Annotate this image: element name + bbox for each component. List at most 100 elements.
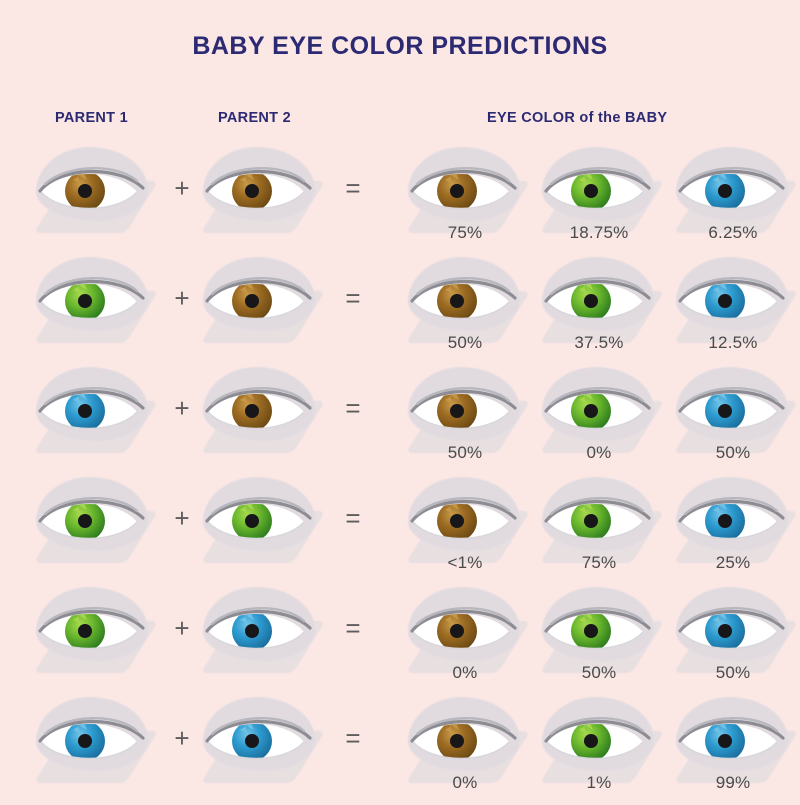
row5-parent1-eye xyxy=(33,590,153,660)
row4-parent1-eye xyxy=(33,480,153,550)
eye-graphic-blue xyxy=(678,497,785,540)
equals-operator-icon: = xyxy=(345,503,361,533)
prediction-row: + = xyxy=(0,475,800,585)
row6-baby-green[interactable]: 1% xyxy=(534,695,664,792)
row2-baby-brown-eye xyxy=(405,260,525,330)
eye-graphic-brown xyxy=(205,277,312,320)
row3-baby-green[interactable]: 0% xyxy=(534,365,664,462)
row5-baby-brown[interactable]: 0% xyxy=(400,585,530,682)
row4-baby-green[interactable]: 75% xyxy=(534,475,664,572)
row6-baby-green-percent: 1% xyxy=(586,773,612,792)
row1-baby-brown-eye xyxy=(405,150,525,220)
row3-parent2[interactable] xyxy=(195,365,325,460)
row5-baby-green[interactable]: 50% xyxy=(534,585,664,682)
row6-baby-brown-percent: 0% xyxy=(452,773,478,792)
equals-operator-icon: = xyxy=(345,283,361,313)
row5-baby-green-percent: 50% xyxy=(581,663,617,682)
row2-parent2[interactable] xyxy=(195,255,325,350)
row1-baby-blue-percent: 6.25% xyxy=(708,223,758,242)
eye-graphic-green xyxy=(544,497,651,540)
eye-graphic-brown xyxy=(410,717,517,760)
row5-baby-blue[interactable]: 50% xyxy=(668,585,798,682)
row4-baby-green-eye xyxy=(539,480,659,550)
row2-baby-green-eye xyxy=(539,260,659,330)
eye-graphic-brown xyxy=(410,387,517,430)
row4-baby-blue-eye xyxy=(673,480,793,550)
eye-graphic-blue xyxy=(678,717,785,760)
column-header-parent1: PARENT 1 xyxy=(55,110,129,126)
row6-parent2[interactable] xyxy=(195,695,325,790)
eye-graphic-blue xyxy=(678,607,785,650)
row4-baby-green-percent: 75% xyxy=(581,553,617,572)
eye-graphic-green xyxy=(544,717,651,760)
row6-parent2-eye xyxy=(200,700,320,770)
row5-baby-green-eye xyxy=(539,590,659,660)
row6-baby-brown[interactable]: 0% xyxy=(400,695,530,792)
row5-parent1[interactable] xyxy=(28,585,158,680)
eye-graphic-blue xyxy=(678,277,785,320)
row3-parent1[interactable] xyxy=(28,365,158,460)
eye-graphic-brown xyxy=(410,167,517,210)
eye-graphic-green xyxy=(544,607,651,650)
row5-baby-blue-percent: 50% xyxy=(715,663,751,682)
row4-baby-brown-eye xyxy=(405,480,525,550)
plus-operator-icon: + xyxy=(174,393,190,423)
eye-graphic-blue xyxy=(38,717,145,760)
row5-parent2-eye xyxy=(200,590,320,660)
row3-baby-blue[interactable]: 50% xyxy=(668,365,798,462)
row1-baby-green[interactable]: 18.75% xyxy=(534,145,664,242)
row5-parent2[interactable] xyxy=(195,585,325,680)
row4-baby-brown[interactable]: <1% xyxy=(400,475,530,572)
row4-parent1[interactable] xyxy=(28,475,158,570)
row1-parent2[interactable] xyxy=(195,145,325,240)
eye-graphic-blue xyxy=(678,387,785,430)
row6-baby-brown-eye xyxy=(405,700,525,770)
row4-baby-blue[interactable]: 25% xyxy=(668,475,798,572)
column-header-parent2: PARENT 2 xyxy=(218,110,292,126)
row1-parent2-eye xyxy=(200,150,320,220)
row1-baby-blue-eye xyxy=(673,150,793,220)
eye-graphic-brown xyxy=(205,167,312,210)
eye-graphic-green xyxy=(544,277,651,320)
row2-baby-green-percent: 37.5% xyxy=(574,333,624,352)
row1-baby-green-eye xyxy=(539,150,659,220)
row6-baby-blue[interactable]: 99% xyxy=(668,695,798,792)
row2-baby-brown[interactable]: 50% xyxy=(400,255,530,352)
row1-baby-green-percent: 18.75% xyxy=(569,223,629,242)
equals-operator-icon: = xyxy=(345,723,361,753)
equals-operator-icon: = xyxy=(345,393,361,423)
row6-parent1[interactable] xyxy=(28,695,158,790)
row2-baby-green[interactable]: 37.5% xyxy=(534,255,664,352)
row3-baby-brown-eye xyxy=(405,370,525,440)
plus-operator-icon: + xyxy=(174,283,190,313)
row2-baby-blue-percent: 12.5% xyxy=(708,333,758,352)
eye-graphic-brown xyxy=(410,607,517,650)
eye-graphic-blue xyxy=(678,167,785,210)
row4-baby-brown-percent: <1% xyxy=(447,553,483,572)
row3-baby-brown[interactable]: 50% xyxy=(400,365,530,462)
equals-operator-icon: = xyxy=(345,613,361,643)
prediction-row: + = xyxy=(0,365,800,475)
row4-parent2[interactable] xyxy=(195,475,325,570)
prediction-row: + = xyxy=(0,695,800,805)
equals-operator-icon: = xyxy=(345,173,361,203)
eye-graphic-green xyxy=(544,387,651,430)
row5-baby-brown-eye xyxy=(405,590,525,660)
row1-baby-blue[interactable]: 6.25% xyxy=(668,145,798,242)
row1-parent1[interactable] xyxy=(28,145,158,240)
eye-graphic-green xyxy=(205,497,312,540)
eye-graphic-green xyxy=(544,167,651,210)
row6-parent1-eye xyxy=(33,700,153,770)
row2-baby-blue[interactable]: 12.5% xyxy=(668,255,798,352)
eye-graphic-green xyxy=(38,277,145,320)
row2-parent2-eye xyxy=(200,260,320,330)
row2-parent1[interactable] xyxy=(28,255,158,350)
row4-baby-blue-percent: 25% xyxy=(715,553,751,572)
row6-baby-blue-percent: 99% xyxy=(715,773,751,792)
row3-baby-green-percent: 0% xyxy=(586,443,612,462)
row1-baby-brown[interactable]: 75% xyxy=(400,145,530,242)
row3-baby-green-eye xyxy=(539,370,659,440)
row3-baby-brown-percent: 50% xyxy=(447,443,483,462)
row2-baby-brown-percent: 50% xyxy=(447,333,483,352)
row4-parent2-eye xyxy=(200,480,320,550)
